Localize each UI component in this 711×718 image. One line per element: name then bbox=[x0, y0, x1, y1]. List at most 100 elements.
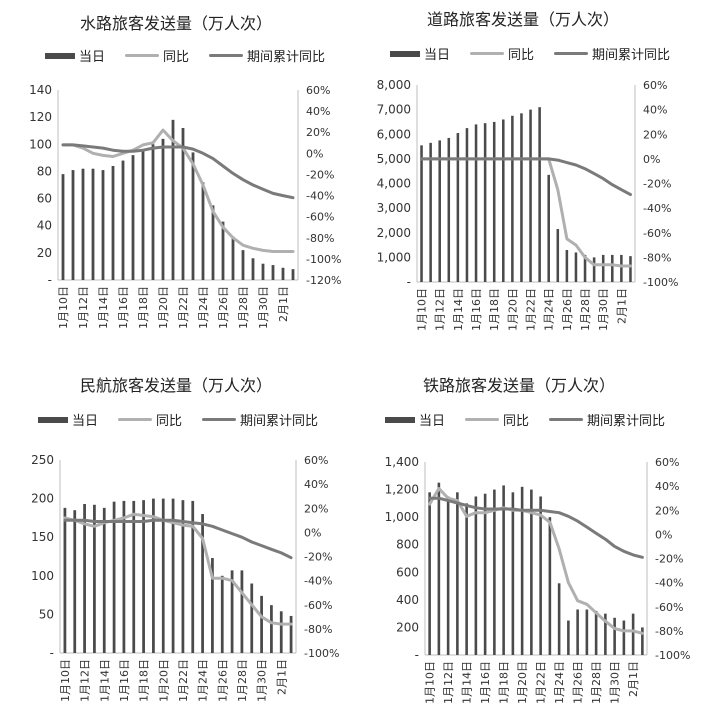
y-tick-label-right: -100% bbox=[655, 649, 690, 662]
y-tick-label-right: -100% bbox=[643, 276, 678, 289]
x-tick-label: 1月30日 bbox=[597, 288, 610, 331]
y-tick-label-right: 0% bbox=[304, 526, 321, 539]
x-tick-label: 1月28日 bbox=[237, 286, 250, 329]
x-tick-label: 1月10日 bbox=[416, 288, 429, 331]
x-tick-label: 1月12日 bbox=[77, 286, 90, 329]
bar bbox=[511, 492, 515, 655]
bar bbox=[250, 583, 254, 653]
bar bbox=[181, 128, 185, 280]
y-tick-label-right: -120% bbox=[306, 274, 341, 287]
bar bbox=[270, 605, 273, 653]
legend-swatch-line1 bbox=[470, 52, 505, 55]
x-tick-label: 1月12日 bbox=[442, 661, 455, 704]
y-tick-label-left: 7,000 bbox=[377, 103, 411, 117]
y-tick-label-left: 150 bbox=[31, 530, 54, 544]
bar bbox=[171, 119, 175, 280]
x-tick-label: 1月10日 bbox=[59, 659, 72, 702]
y-tick-label-right: 60% bbox=[306, 84, 330, 97]
bar bbox=[220, 575, 224, 653]
y-tick-label-left: 1,400 bbox=[385, 455, 419, 469]
x-tick-label: 1月16日 bbox=[479, 661, 492, 704]
legend-label-line2: 期间累计同比 bbox=[240, 414, 319, 429]
bar bbox=[63, 507, 67, 653]
y-tick-label-right: 0% bbox=[655, 528, 672, 541]
x-tick-label: 1月24日 bbox=[197, 286, 210, 329]
x-tick-label: 1月22日 bbox=[535, 661, 548, 704]
bar bbox=[456, 492, 459, 655]
y-tick-label-right: -80% bbox=[643, 251, 671, 264]
y-tick-label-right: -40% bbox=[304, 575, 332, 588]
y-tick-label-left: 2,000 bbox=[377, 226, 411, 240]
bar bbox=[474, 496, 478, 655]
bar bbox=[211, 205, 215, 280]
y-tick-label-right: -100% bbox=[304, 647, 339, 660]
y-tick-label-left: - bbox=[48, 273, 52, 287]
y-tick-label-right: -20% bbox=[655, 553, 683, 566]
bar bbox=[438, 140, 441, 282]
chart-panel-water: 水路旅客发送量（万人次） 当日 同比 期间累计同比 - 20 40 60 80 100 12… bbox=[0, 0, 355, 355]
bar bbox=[240, 570, 244, 653]
y-tick-label-left: 80 bbox=[37, 164, 52, 178]
legend-swatch-bar bbox=[45, 52, 75, 59]
y-tick-label-right: -20% bbox=[304, 551, 332, 564]
bar bbox=[538, 107, 541, 282]
bar bbox=[201, 514, 204, 653]
y-tick-label-left: 100 bbox=[29, 137, 52, 151]
legend-swatch-bar bbox=[385, 416, 415, 423]
y-tick-label-right: -80% bbox=[655, 625, 683, 638]
y-tick-label-left: 3,000 bbox=[377, 201, 411, 215]
x-tick-label: 1月28日 bbox=[236, 659, 249, 702]
bar bbox=[557, 583, 561, 655]
y-tick-label-left: - bbox=[50, 646, 54, 660]
x-tick-label: 1月14日 bbox=[461, 661, 474, 704]
x-tick-label: 1月18日 bbox=[488, 288, 501, 331]
bar bbox=[141, 149, 145, 280]
bar bbox=[492, 121, 496, 282]
x-tick-label: 1月16日 bbox=[117, 286, 130, 329]
y-tick-label-left: 140 bbox=[29, 83, 52, 97]
bar bbox=[131, 155, 135, 280]
bar bbox=[576, 609, 579, 655]
bar bbox=[594, 610, 598, 655]
y-tick-label-right: -80% bbox=[306, 232, 334, 245]
bar bbox=[73, 510, 77, 653]
bar bbox=[622, 620, 626, 655]
y-tick-label-left: 1,200 bbox=[385, 483, 419, 497]
legend-label-line1: 同比 bbox=[163, 50, 190, 65]
bar bbox=[261, 263, 265, 280]
x-tick-label: 1月26日 bbox=[217, 286, 230, 329]
bar bbox=[230, 570, 234, 653]
bar bbox=[161, 138, 165, 280]
y-tick-label-right: -60% bbox=[643, 227, 671, 240]
bar bbox=[447, 137, 451, 282]
y-tick-label-left: 8,000 bbox=[377, 78, 411, 92]
y-tick-label-left: 400 bbox=[396, 593, 419, 607]
y-tick-label-right: 0% bbox=[306, 147, 323, 160]
bar bbox=[71, 170, 75, 280]
bar bbox=[93, 504, 96, 653]
bar bbox=[191, 500, 195, 653]
y-tick-label-right: -40% bbox=[643, 202, 671, 215]
legend-label-line1: 同比 bbox=[508, 48, 535, 63]
y-tick-label-left: 200 bbox=[31, 492, 54, 506]
x-tick-label: 1月10日 bbox=[57, 286, 70, 329]
bar bbox=[101, 170, 105, 280]
chart-title: 水路旅客发送量（万人次） bbox=[80, 14, 273, 33]
bar bbox=[161, 498, 165, 653]
x-tick-label: 1月30日 bbox=[256, 659, 269, 702]
chart-title: 铁路旅客发送量（万人次） bbox=[423, 376, 616, 395]
bar bbox=[251, 258, 255, 280]
y-tick-label-left: 40 bbox=[37, 219, 52, 233]
legend-label-line2: 期间累计同比 bbox=[587, 414, 666, 429]
x-tick-label: 1月20日 bbox=[157, 286, 170, 329]
legend-label-line2: 期间累计同比 bbox=[592, 48, 671, 63]
x-tick-label: 1月12日 bbox=[434, 288, 447, 331]
bar bbox=[620, 254, 623, 282]
y-tick-label-right: 60% bbox=[304, 454, 328, 467]
x-tick-label: 1月30日 bbox=[609, 661, 622, 704]
bar bbox=[112, 501, 116, 653]
bar bbox=[483, 493, 487, 655]
legend-swatch-line2 bbox=[549, 418, 584, 421]
x-tick-label: 1月16日 bbox=[470, 288, 483, 331]
y-tick-label-left: 100 bbox=[31, 569, 54, 583]
